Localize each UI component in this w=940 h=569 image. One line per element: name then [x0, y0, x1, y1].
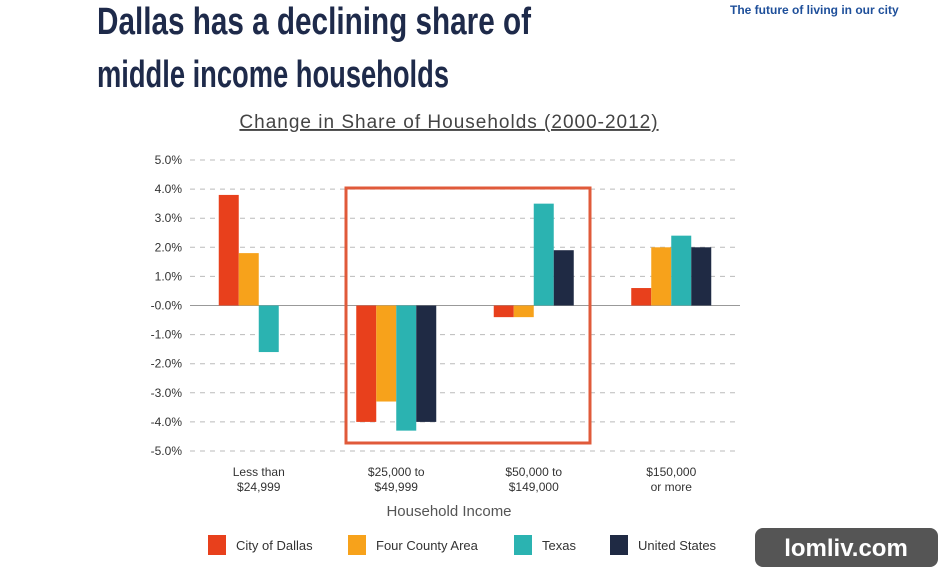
logo-tagline: The future of living in our city — [730, 3, 899, 17]
x-axis-label: Household Income — [386, 503, 511, 520]
legend-swatch — [610, 535, 628, 555]
legend-swatch — [208, 535, 226, 555]
watermark: lomliv.com — [784, 535, 908, 562]
x-tick-label: $50,000 to $149,000 — [505, 465, 562, 494]
bar — [671, 235, 692, 306]
y-tick-label: -5.0% — [151, 444, 183, 458]
bar — [513, 305, 534, 318]
bar — [691, 247, 712, 306]
legend-label: Texas — [542, 538, 576, 553]
bar — [218, 194, 239, 306]
bar — [356, 305, 377, 422]
bar — [258, 305, 279, 353]
y-tick-label: -3.0% — [151, 386, 183, 400]
x-tick-label: $150,000 or more — [646, 465, 696, 494]
legend-label: United States — [638, 538, 717, 553]
bar — [553, 250, 574, 306]
x-tick-label: $25,000 to $49,999 — [368, 465, 425, 494]
chart-subtitle: Change in Share of Households (2000-2012… — [239, 112, 658, 133]
y-tick-label: 2.0% — [155, 240, 183, 254]
bar — [376, 305, 397, 402]
watermark-box — [755, 528, 938, 567]
y-tick-label: -1.0% — [151, 328, 183, 342]
legend-label: City of Dallas — [236, 538, 313, 553]
y-tick-label: -4.0% — [151, 415, 183, 429]
y-tick-label: 5.0% — [155, 153, 183, 167]
legend-swatch — [514, 535, 532, 555]
y-tick-label: 3.0% — [155, 211, 183, 225]
bar — [631, 288, 652, 306]
y-tick-label: 4.0% — [155, 182, 183, 196]
bar — [416, 305, 437, 422]
chart-title: Dallas has a declining share of middle in… — [97, 1, 531, 96]
bar — [493, 305, 514, 318]
x-tick-label: Less than $24,999 — [233, 465, 285, 494]
bar — [533, 203, 554, 306]
bar — [396, 305, 417, 431]
bar — [651, 247, 672, 306]
bar — [238, 253, 259, 306]
highlight-box — [344, 186, 592, 445]
y-tick-label: -2.0% — [151, 357, 183, 371]
legend-swatch — [348, 535, 366, 555]
y-tick-label: -0.0% — [151, 299, 183, 313]
y-tick-label: 1.0% — [155, 269, 183, 283]
legend-label: Four County Area — [376, 538, 479, 553]
